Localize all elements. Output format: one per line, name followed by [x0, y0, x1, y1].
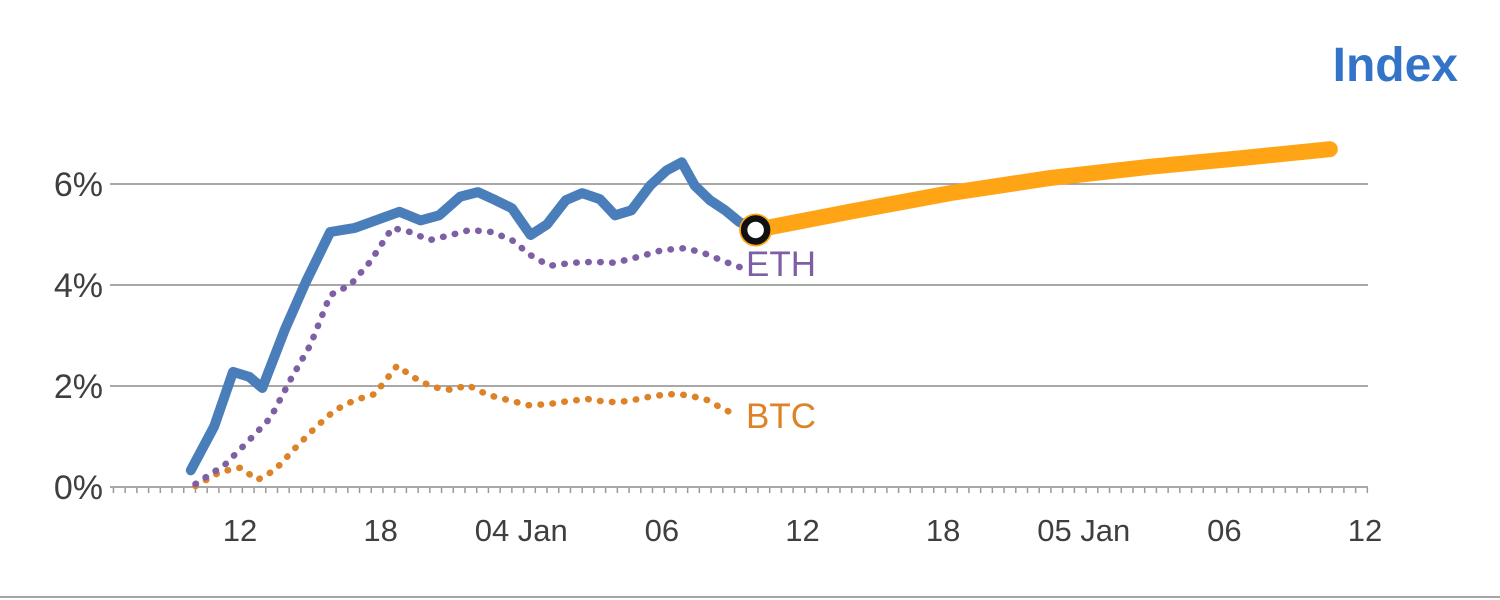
x-tick-label-12: 12 [223, 513, 257, 548]
y-tick-label-4%: 4% [54, 267, 103, 305]
x-tick-label-06: 06 [1207, 513, 1241, 548]
x-tick-label-06: 06 [645, 513, 679, 548]
chart-title: Index [1332, 39, 1458, 92]
x-tick-label-04 Jan: 04 Jan [475, 513, 568, 548]
x-tick-label-18: 18 [363, 513, 397, 548]
btc-series-label: BTC [746, 397, 816, 436]
y-tick-label-6%: 6% [54, 166, 103, 204]
y-tick-label-2%: 2% [54, 368, 103, 406]
x-tick-label-12: 12 [1348, 513, 1382, 548]
bottom-divider [0, 596, 1500, 598]
series-index-history [185, 157, 761, 476]
forecast-start-marker [740, 215, 771, 245]
series-eth [192, 224, 745, 488]
x-tick-label-05 Jan: 05 Jan [1037, 513, 1130, 548]
series-index-forecast [747, 141, 1338, 238]
x-tick-label-12: 12 [785, 513, 819, 548]
x-tick-label-18: 18 [926, 513, 960, 548]
y-tick-label-0%: 0% [54, 469, 103, 507]
eth-series-label: ETH [746, 245, 816, 284]
series-btc [192, 362, 741, 490]
